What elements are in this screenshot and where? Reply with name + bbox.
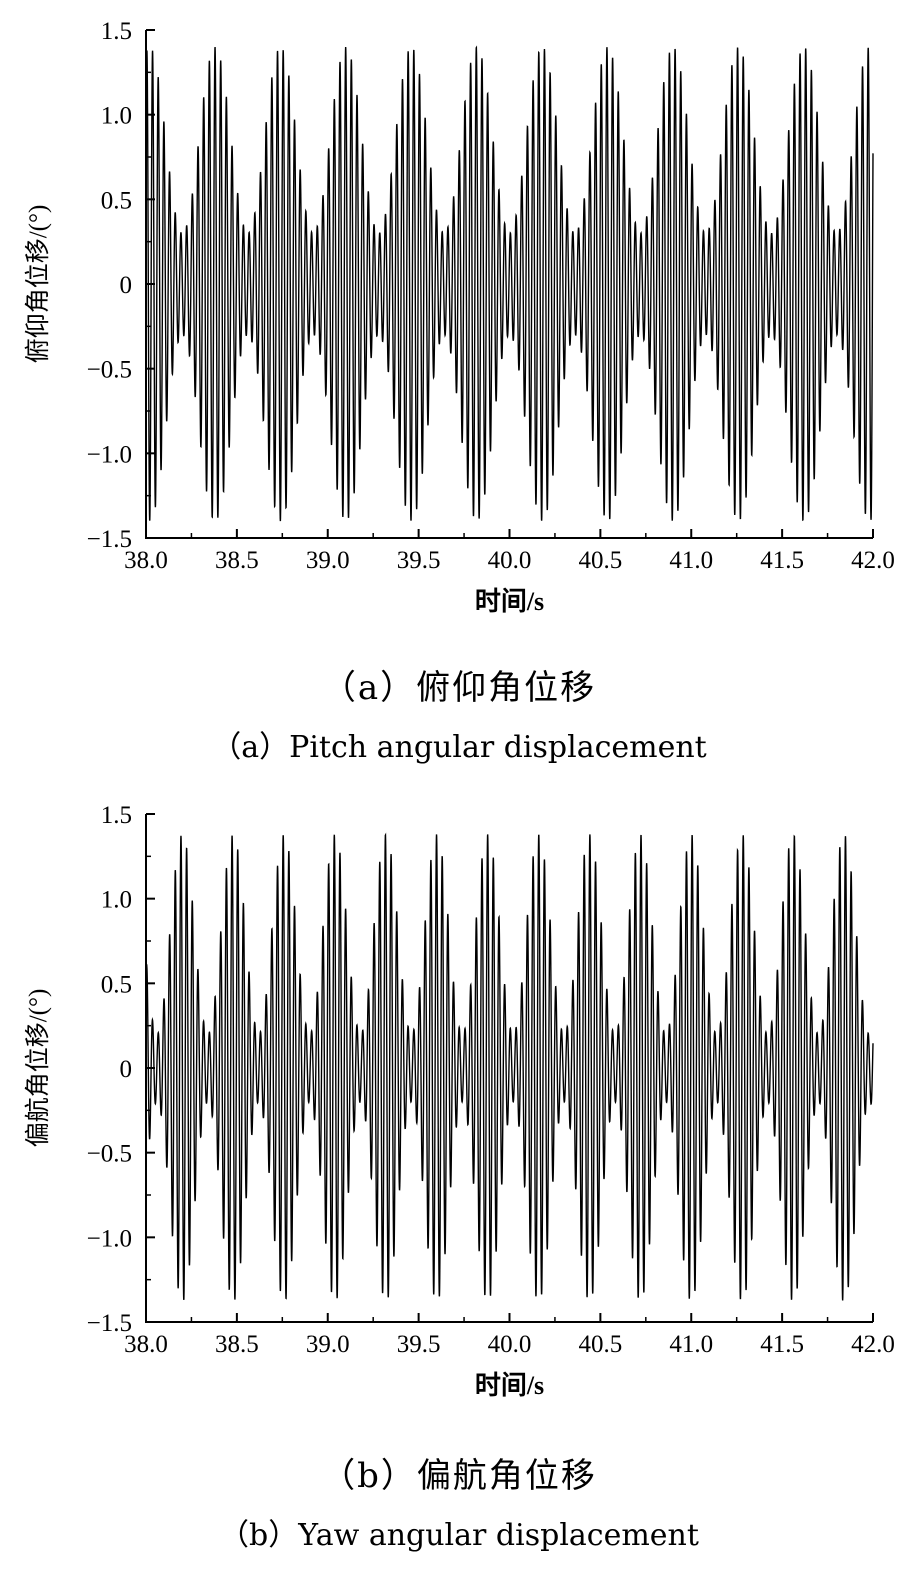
x-tick-label: 39.0 [306, 1331, 350, 1358]
y-tick-label: −1.0 [87, 441, 132, 468]
y-tick-label: −1.5 [87, 1310, 132, 1337]
x-tick-label: 42.0 [851, 1331, 895, 1358]
x-axis-label: 时间/s [475, 1371, 544, 1400]
y-tick-label: −1.5 [87, 526, 132, 553]
x-tick-label: 39.5 [397, 547, 441, 574]
x-tick-label: 41.0 [669, 547, 713, 574]
caption-a-cn: （a）俯仰角位移 [321, 668, 597, 708]
caption-a-en: （a）Pitch angular displacement [211, 730, 707, 765]
y-tick-label: 0.5 [101, 187, 132, 214]
caption-b-en: （b）Yaw angular displacement [219, 1518, 699, 1553]
x-tick-label: 39.0 [306, 547, 350, 574]
x-tick-label: 38.0 [124, 547, 168, 574]
y-tick-label: 1.5 [101, 802, 132, 829]
chart-a: 38.0 38.5 39.0 39.5 40.0 40.5 41.0 41.5 42.0 −1.5… [24, 18, 895, 616]
x-tick-label: 41.5 [760, 1331, 804, 1358]
x-tick-label: 41.0 [669, 1331, 713, 1358]
x-tick-label: 38.5 [215, 1331, 259, 1358]
y-axis-label: 偏航角位移/(°) [24, 989, 52, 1148]
x-tick-label: 38.5 [215, 547, 259, 574]
x-tick-label: 40.0 [488, 547, 532, 574]
y-tick-label: 1.5 [101, 18, 132, 45]
x-tick-label: 41.5 [760, 547, 804, 574]
chart-b: 38.0 38.5 39.0 39.5 40.0 40.5 41.0 41.5 42.0 −1.5… [24, 802, 895, 1400]
x-tick-label: 40.5 [579, 1331, 623, 1358]
y-tick-label: 1.0 [101, 887, 132, 914]
x-axis-label: 时间/s [475, 587, 544, 616]
caption-b-cn: （b）偏航角位移 [321, 1456, 597, 1496]
y-tick-label: 0.5 [101, 971, 132, 998]
x-tick-label: 40.5 [579, 547, 623, 574]
y-tick-label: −1.0 [87, 1225, 132, 1252]
y-tick-label: 0 [120, 272, 133, 299]
y-axis-label: 俯仰角位移/(°) [24, 205, 52, 364]
x-tick-label: 38.0 [124, 1331, 168, 1358]
y-tick-label: −0.5 [87, 1141, 132, 1168]
series-line-0 [145, 45, 874, 522]
y-tick-label: 0 [120, 1056, 133, 1083]
x-tick-label: 39.5 [397, 1331, 441, 1358]
y-tick-label: 1.0 [101, 103, 132, 130]
x-tick-label: 42.0 [851, 547, 895, 574]
series-line-1 [145, 832, 874, 1301]
y-tick-label: −0.5 [87, 357, 132, 384]
x-tick-label: 40.0 [488, 1331, 532, 1358]
